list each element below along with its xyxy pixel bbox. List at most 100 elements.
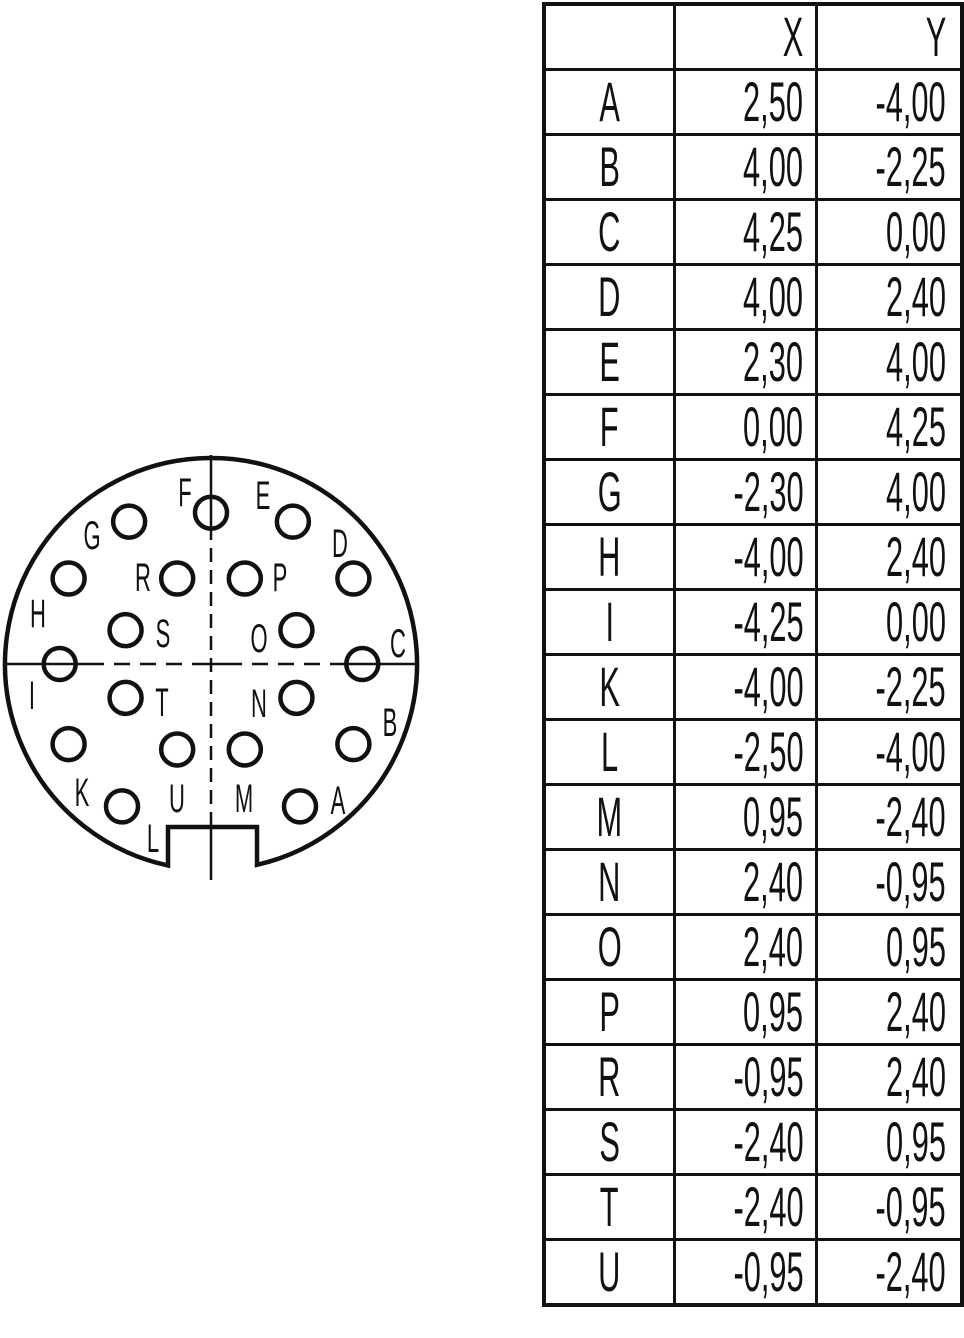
- cell-pin-text: H: [598, 525, 621, 588]
- cell-pin-text: G: [597, 460, 622, 523]
- cell-y-text: 2,40: [886, 1045, 946, 1108]
- cell-x-text: 4,00: [743, 265, 804, 328]
- cell-y: 2,40: [815, 978, 964, 1046]
- cell-y-text: -2,40: [875, 785, 946, 848]
- table-row: E 2,30 4,00: [542, 328, 964, 396]
- cell-pin-text: L: [600, 720, 618, 783]
- cell-x-text: 2,30: [743, 330, 804, 393]
- pin-label: D: [332, 521, 348, 566]
- pin-a: [281, 788, 319, 825]
- cell-x-text: 0,00: [743, 395, 804, 458]
- cell-x: -2,40: [672, 1173, 819, 1241]
- pin-r: [158, 560, 196, 597]
- pin-p: [226, 560, 264, 597]
- cell-x-text: -4,00: [733, 525, 804, 588]
- table-row: T -2,40 -0,95: [542, 1173, 964, 1241]
- table-row: C 4,25 0,00: [542, 198, 964, 266]
- pin-u: [158, 731, 196, 768]
- pin-g: [110, 503, 148, 540]
- cell-y-text: -2,25: [875, 655, 946, 718]
- cell-y-text: -0,95: [875, 1175, 946, 1238]
- pin-label: O: [250, 616, 267, 661]
- cell-pin-text: O: [597, 915, 622, 978]
- cell-y-text: -2,25: [875, 135, 946, 198]
- pin-c: [344, 645, 381, 683]
- cell-pin-text: D: [598, 265, 621, 328]
- cell-pin: D: [542, 263, 676, 331]
- cell-x: -2,50: [672, 718, 819, 786]
- header-y: Y: [815, 2, 964, 71]
- cell-y-text: 2,40: [886, 265, 946, 328]
- cell-y-text: -4,00: [875, 70, 946, 133]
- cell-x-text: 4,00: [743, 135, 804, 198]
- cell-pin-text: R: [598, 1045, 621, 1108]
- cell-x-text: -4,00: [733, 655, 804, 718]
- cell-y-text: -2,40: [875, 1240, 946, 1303]
- cell-y: -2,40: [815, 1238, 964, 1307]
- cell-y-text: 4,00: [886, 330, 946, 393]
- table-row: F 0,00 4,25: [542, 393, 964, 461]
- cell-x-text: -2,40: [733, 1110, 804, 1173]
- cell-pin-text: M: [596, 785, 623, 848]
- cell-x: 0,95: [672, 783, 819, 851]
- cell-pin-text: C: [598, 200, 621, 263]
- cell-y: 0,95: [815, 1108, 964, 1176]
- cell-x-text: -0,95: [733, 1240, 804, 1303]
- cell-y-text: 0,00: [886, 200, 946, 263]
- table-row: H -4,00 2,40: [542, 523, 964, 591]
- pin-label: L: [147, 816, 159, 861]
- cell-pin: U: [542, 1238, 676, 1307]
- cell-y: -0,95: [815, 848, 964, 916]
- cell-pin: P: [542, 978, 676, 1046]
- cell-pin: R: [542, 1043, 676, 1111]
- pin-i: [41, 645, 78, 683]
- cell-pin: L: [542, 718, 676, 786]
- connector-outline: [2, 455, 420, 869]
- cell-pin: M: [542, 783, 676, 851]
- cell-pin: S: [542, 1108, 676, 1176]
- table-row: B 4,00 -2,25: [542, 133, 964, 201]
- table-row: R -0,95 2,40: [542, 1043, 964, 1111]
- pin-label: P: [273, 555, 288, 600]
- cell-y: -2,25: [815, 653, 964, 721]
- cell-x-text: 0,95: [743, 980, 804, 1043]
- table-row: P 0,95 2,40: [542, 978, 964, 1046]
- cell-pin: T: [542, 1173, 676, 1241]
- cell-pin-text: N: [598, 850, 621, 913]
- cell-x: 2,50: [672, 68, 819, 136]
- cell-x: 0,95: [672, 978, 819, 1046]
- pin-label: U: [169, 776, 185, 821]
- cell-y: 2,40: [815, 1043, 964, 1111]
- cell-pin: C: [542, 198, 676, 266]
- cell-pin: G: [542, 458, 676, 526]
- pin-label: H: [30, 591, 46, 636]
- pin-o: [278, 611, 315, 649]
- cell-pin-text: B: [599, 135, 620, 198]
- cell-y: -4,00: [815, 718, 964, 786]
- cell-pin-text: U: [598, 1240, 621, 1303]
- cell-y: 4,00: [815, 328, 964, 396]
- cell-y: 4,00: [815, 458, 964, 526]
- cell-pin-text: I: [605, 590, 614, 653]
- cell-y-text: -4,00: [875, 720, 946, 783]
- pin-m: [226, 731, 264, 768]
- cell-pin: K: [542, 653, 676, 721]
- cell-x: -4,00: [672, 523, 819, 591]
- pin-label: F: [178, 470, 191, 515]
- cell-x-text: 4,25: [743, 200, 804, 263]
- table-row: G -2,30 4,00: [542, 458, 964, 526]
- cell-pin-text: F: [599, 395, 619, 458]
- cell-y-text: 2,40: [886, 980, 946, 1043]
- cell-y: -4,00: [815, 68, 964, 136]
- cell-y: 0,95: [815, 913, 964, 981]
- cell-pin: E: [542, 328, 676, 396]
- cell-pin: N: [542, 848, 676, 916]
- cell-pin-text: P: [599, 980, 620, 1043]
- table-row: U -0,95 -2,40: [542, 1238, 964, 1307]
- table-row: S -2,40 0,95: [542, 1108, 964, 1176]
- table-header-row: X Y: [542, 2, 964, 71]
- cell-x-text: 0,95: [743, 785, 804, 848]
- cell-y: -2,40: [815, 783, 964, 851]
- cell-x: -4,00: [672, 653, 819, 721]
- cell-pin-text: S: [599, 1110, 620, 1173]
